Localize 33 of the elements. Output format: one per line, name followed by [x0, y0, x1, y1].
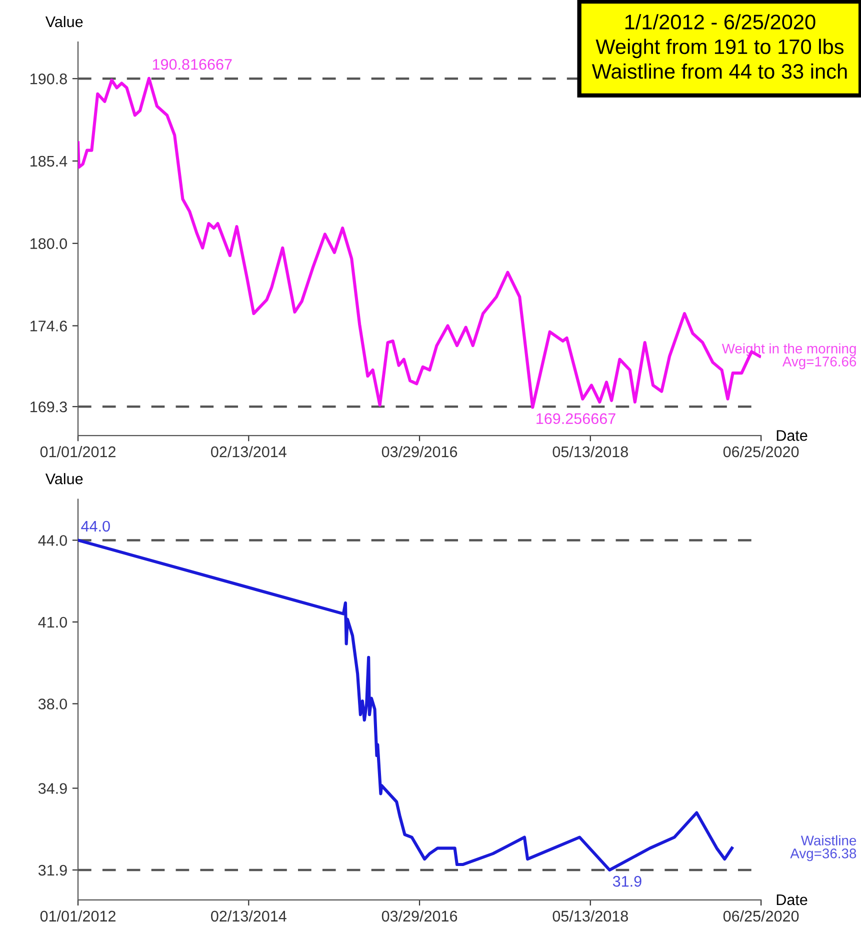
x-tick-label: 03/29/2016: [382, 910, 458, 922]
y-tick-label: 185.4: [30, 156, 68, 167]
y-tick-label: 38.0: [38, 698, 67, 710]
y-tick-label: 44.0: [38, 535, 67, 546]
annotation: 31.9: [612, 876, 642, 887]
x-axis-title: Date: [776, 430, 808, 441]
chart-title: 1/1/2012 - 6/25/2020 Weight from 191 to 170 lbs Waistline from 44 to 33 inch: [592, 14, 847, 79]
y-tick-label: 190.8: [30, 74, 67, 84]
y-axis-title: Value: [45, 473, 83, 484]
x-tick-label: 03/29/2016: [382, 446, 458, 458]
text: Avg=36.38: [790, 848, 856, 862]
y-tick-label: 41.0: [38, 616, 67, 628]
y-tick-label: 180.0: [30, 238, 67, 250]
line-series: [78, 538, 734, 872]
x-tick-label: 02/13/2014: [211, 910, 286, 922]
x-tick-label: 01/01/2012: [40, 910, 116, 922]
x-tick-label: 05/13/2018: [552, 446, 628, 458]
x-tick-label: 06/25/2020: [723, 910, 799, 922]
y-tick-label: 34.9: [38, 783, 67, 794]
text: Avg=176.66: [782, 356, 856, 370]
x-tick-label: 05/13/2018: [552, 910, 628, 922]
x-tick-label: 02/13/2014: [211, 446, 286, 458]
x-tick-label: 06/25/2020: [723, 446, 799, 458]
x-axis-title: Date: [776, 894, 808, 906]
annotation: 169.256667: [536, 413, 616, 424]
y-axis-title: Value: [45, 16, 83, 28]
annotation: 190.816667: [152, 58, 232, 70]
text: Waistline: [800, 835, 856, 846]
y-tick-label: 174.6: [30, 320, 67, 332]
annotation: 44.0: [81, 520, 110, 532]
x-tick-label: 01/01/2012: [40, 446, 116, 458]
y-tick-label: 31.9: [38, 864, 67, 876]
y-tick-label: 169.3: [30, 401, 67, 412]
